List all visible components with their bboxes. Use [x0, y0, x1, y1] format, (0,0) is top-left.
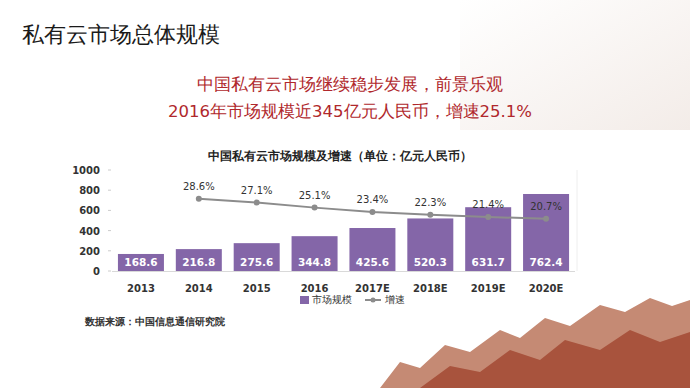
bar	[118, 254, 164, 271]
y-tick-label: 1000	[72, 165, 100, 176]
bar-label: 631.7	[472, 256, 505, 268]
x-axis-line	[112, 271, 575, 272]
y2-axis-line	[577, 170, 578, 271]
bar-label: 275.6	[240, 256, 273, 268]
growth-point	[254, 200, 260, 206]
plot-marks	[118, 194, 569, 271]
canvas: 私有云市场总体规模中国私有云市场继续稳步发展，前景乐观 2016年市场规模近345…	[0, 0, 690, 388]
growth-point	[485, 214, 491, 220]
x-tick-label: 2014	[185, 283, 213, 294]
legend-label: 增速	[384, 294, 405, 305]
bar	[176, 249, 222, 271]
legend-swatch	[371, 298, 376, 303]
bar	[523, 194, 569, 271]
growth-point	[427, 212, 433, 218]
x-tick-label: 2018E	[413, 283, 448, 294]
y-tick-label: 200	[79, 246, 100, 257]
growth-label: 25.1%	[299, 190, 331, 201]
bar	[234, 243, 280, 271]
headline: 2016年市场规模近345亿元人民币，增速25.1%	[168, 102, 532, 121]
growth-label: 23.4%	[357, 194, 389, 205]
growth-point	[196, 196, 202, 202]
headline: 中国私有云市场继续稳步发展，前景乐观	[197, 75, 503, 94]
bar-label: 762.4	[529, 256, 562, 268]
y-tick-label: 0	[93, 266, 100, 277]
bar-label: 520.3	[414, 256, 447, 268]
growth-label: 20.7%	[530, 201, 562, 212]
y-tick-label: 800	[79, 185, 100, 196]
x-tick-label: 2016	[301, 283, 329, 294]
decor-mountain-back	[380, 298, 690, 388]
y-tick-label: 400	[79, 226, 100, 237]
source-note: 数据来源：中国信息通信研究院	[84, 316, 225, 327]
y-tick-label: 600	[79, 205, 100, 216]
y-tick	[108, 210, 111, 211]
bar	[407, 218, 453, 271]
x-tick-label: 2019E	[471, 283, 506, 294]
growth-label: 27.1%	[241, 185, 273, 196]
y-tick	[108, 170, 111, 171]
slide-title: 私有云市场总体规模	[22, 22, 220, 47]
bar	[349, 228, 395, 271]
bar-label: 168.6	[124, 256, 157, 268]
growth-point	[543, 216, 549, 222]
x-tick-label: 2017E	[355, 283, 390, 294]
bar-label: 216.8	[182, 256, 215, 268]
chart-title: 中国私有云市场规模及增速（单位：亿元人民币）	[208, 149, 472, 163]
growth-label: 28.6%	[183, 181, 215, 192]
x-tick-label: 2015	[243, 283, 271, 294]
bar-label: 425.6	[356, 256, 389, 268]
x-tick-label: 2013	[127, 283, 155, 294]
decor-mountain-front	[420, 330, 690, 388]
legend-swatch	[300, 296, 309, 304]
growth-label: 22.3%	[414, 197, 446, 208]
growth-point	[369, 209, 375, 215]
legend-label: 市场规模	[312, 294, 352, 305]
y-tick	[108, 250, 111, 251]
y-tick	[108, 271, 111, 272]
x-tick-label: 2020E	[529, 283, 564, 294]
slide: 私有云市场总体规模中国私有云市场继续稳步发展，前景乐观 2016年市场规模近345…	[0, 0, 690, 388]
y-tick	[108, 190, 111, 191]
bar	[292, 236, 338, 271]
plot-labels: 168.6 216.8 275.6 344.8 425.6 520.3 631.7 762.4…	[124, 181, 562, 268]
growth-point	[312, 205, 318, 211]
growth-label: 21.4%	[472, 199, 504, 210]
bar-label: 344.8	[298, 256, 331, 268]
y-tick	[108, 230, 111, 231]
